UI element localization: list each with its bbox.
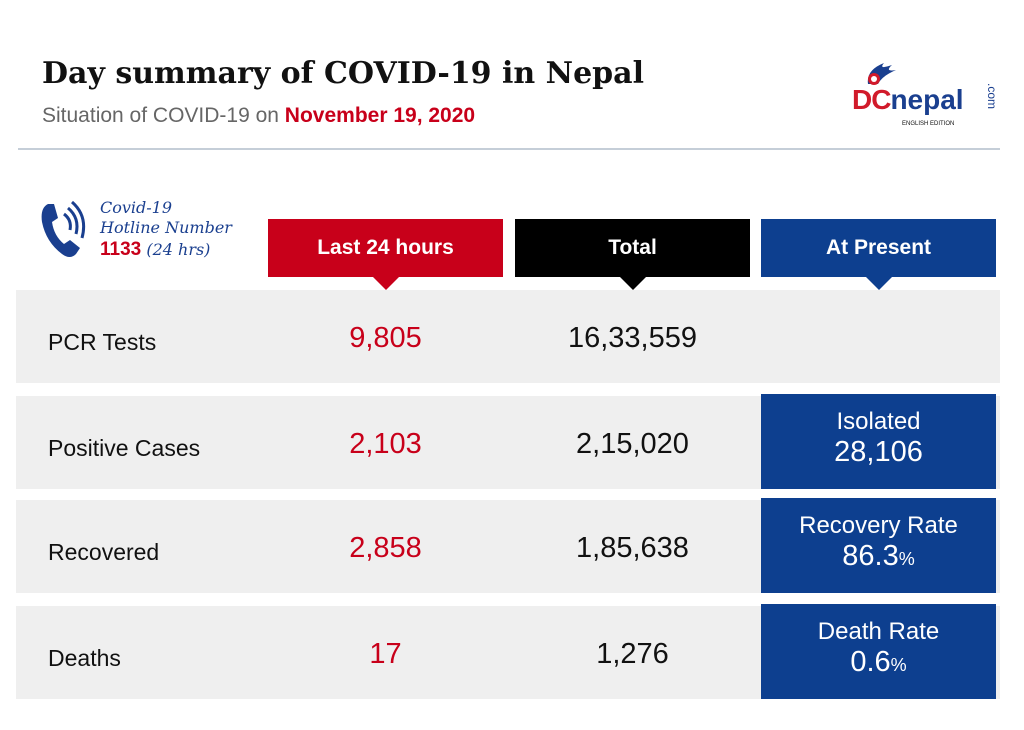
- last24-value: 17: [369, 637, 402, 670]
- present-unit: %: [890, 655, 907, 675]
- row-label: Recovered: [48, 538, 160, 565]
- header-at-present: At Present: [761, 219, 996, 290]
- last24-value: 2,858: [349, 531, 422, 564]
- present-box: Death Rate 0.6%: [761, 604, 996, 699]
- present-value: 0.6: [850, 646, 891, 678]
- table-row-pcr-tests: PCR Tests 9,805 16,33,559: [16, 290, 1000, 383]
- row-label: Deaths: [48, 644, 121, 671]
- logo-wordmark: DCnepal: [852, 84, 964, 116]
- divider: [18, 148, 1000, 150]
- table-row-recovered: Recovered 2,858 1,85,638 Recovery Rate 86…: [16, 498, 1000, 593]
- table-row-positive-cases: Positive Cases 2,103 2,15,020 Isolated 28…: [16, 394, 1000, 489]
- present-unit: %: [898, 549, 915, 569]
- header-last-24-hours: Last 24 hours: [268, 219, 503, 290]
- subtitle-prefix: Situation of COVID-19 on: [42, 104, 285, 127]
- row-label: Positive Cases: [48, 434, 201, 461]
- hotline-line1: Covid-19: [100, 198, 173, 217]
- total-value: 1,85,638: [576, 531, 689, 564]
- logo-text: nepal: [890, 84, 964, 115]
- header-total: Total: [515, 219, 750, 290]
- total-value: 16,33,559: [567, 321, 697, 354]
- row-label: PCR Tests: [48, 328, 157, 355]
- last24-value: 9,805: [349, 321, 422, 354]
- last24-value: 2,103: [349, 427, 422, 460]
- logo-text: .com: [985, 83, 999, 110]
- logo-emblem-icon: [867, 63, 896, 85]
- present-value: 86.3: [842, 540, 899, 572]
- subtitle: Situation of COVID-19 on November 19, 20…: [42, 104, 475, 128]
- hotline-hours: (24 hrs): [146, 240, 211, 259]
- present-box: Isolated 28,106: [761, 394, 996, 489]
- report-date: November 19, 2020: [284, 104, 476, 127]
- table-row-deaths: Deaths 17 1,276 Death Rate 0.6%: [16, 604, 1000, 699]
- hotline-line2: Hotline Number: [100, 218, 232, 237]
- present-label: Recovery Rate: [799, 512, 958, 539]
- present-label: Isolated: [836, 408, 921, 435]
- page-title: Day summary of COVID-19 in Nepal: [42, 56, 644, 91]
- dcnepal-logo: DCnepal .com ENGLISH EDITION: [852, 60, 1012, 140]
- hotline-number: 1133: [100, 239, 142, 260]
- total-value: 2,15,020: [576, 427, 689, 460]
- phone-icon: [41, 200, 86, 257]
- total-value: 1,276: [596, 637, 669, 670]
- present-box: Recovery Rate 86.3%: [761, 498, 996, 593]
- hotline-info: Covid-19 Hotline Number 1133 (24 hrs): [40, 198, 260, 264]
- logo-text: ENGLISH EDITION: [902, 121, 955, 127]
- logo-text: DC: [852, 84, 891, 115]
- present-label: Death Rate: [817, 618, 940, 645]
- present-value: 28,106: [834, 436, 923, 468]
